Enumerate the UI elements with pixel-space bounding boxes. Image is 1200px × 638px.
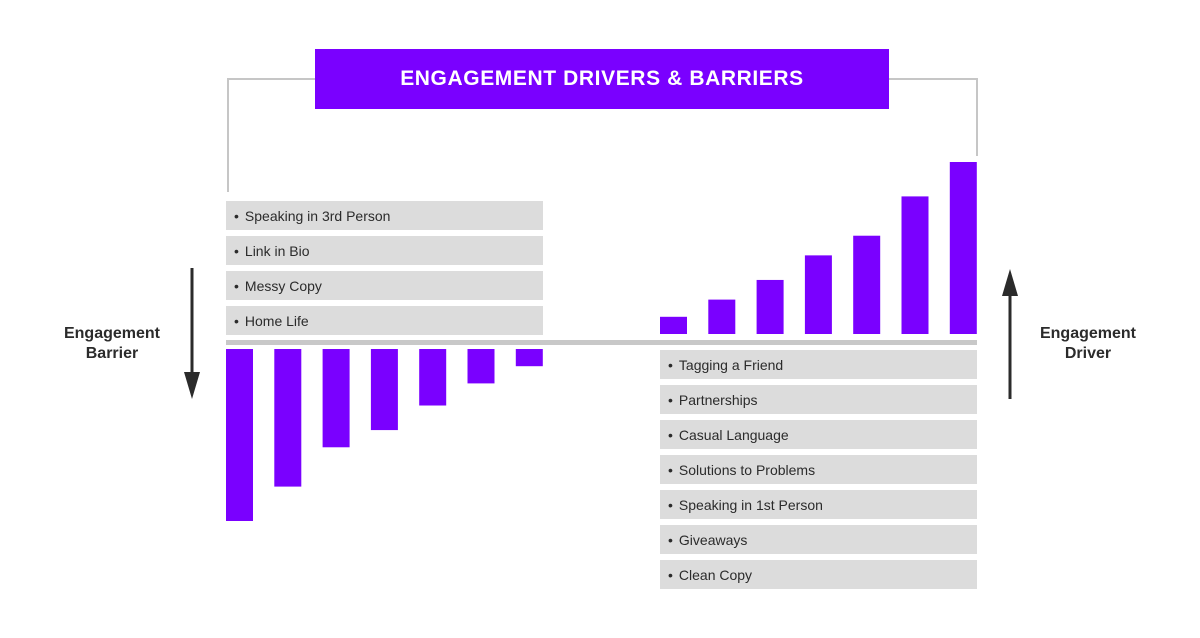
driver-label: Giveaways	[678, 531, 748, 548]
barrier-item: • Link in Bio	[226, 236, 543, 265]
driver-bar	[853, 235, 881, 334]
driver-item: • Giveaways	[660, 525, 977, 554]
driver-bar	[756, 279, 784, 334]
bullet-icon: •	[668, 566, 673, 583]
driver-bar	[901, 196, 929, 334]
barrier-item: • Home Life	[226, 306, 543, 335]
engagement-barrier-label: Engagement Barrier	[63, 325, 160, 362]
driver-label: Clean Copy	[678, 566, 753, 583]
zero-axis-line	[226, 340, 977, 345]
driver-bar	[708, 299, 736, 334]
chart-title: ENGAGEMENT DRIVERS & BARRIERS	[315, 49, 889, 109]
driver-label: Partnerships	[678, 391, 758, 408]
driver-item: • Tagging a Friend	[660, 350, 977, 379]
barrier-bar	[226, 349, 253, 521]
driver-bar	[660, 316, 687, 334]
driver-label: Casual Language	[678, 426, 789, 443]
left-bracket-line	[227, 78, 317, 192]
barrier-label: Messy Copy	[244, 277, 322, 294]
barrier-bars	[226, 349, 543, 521]
bullet-icon: •	[668, 496, 673, 513]
barrier-label: Home Life	[244, 312, 309, 329]
bullet-icon: •	[668, 461, 673, 478]
bullet-icon: •	[234, 207, 239, 224]
bullet-icon: •	[668, 356, 673, 373]
bullet-icon: •	[668, 531, 673, 548]
bullet-icon: •	[234, 277, 239, 294]
bullet-icon: •	[234, 312, 239, 329]
down-arrow-icon	[184, 268, 200, 399]
driver-item: • Clean Copy	[660, 560, 977, 589]
driver-bar	[949, 162, 977, 334]
bullet-icon: •	[668, 391, 673, 408]
driver-label: Tagging a Friend	[678, 356, 784, 373]
barrier-bar	[274, 349, 302, 487]
barrier-bar	[322, 349, 350, 448]
engagement-driver-label: Engagement Driver	[1039, 325, 1136, 362]
up-arrow-icon	[1002, 269, 1018, 399]
barrier-bar	[370, 349, 398, 431]
barrier-bar	[419, 349, 447, 406]
driver-item: • Solutions to Problems	[660, 455, 977, 484]
barrier-label: Link in Bio	[244, 242, 310, 259]
bullet-icon: •	[234, 242, 239, 259]
barrier-item: • Messy Copy	[226, 271, 543, 300]
barrier-item: • Speaking in 3rd Person	[226, 201, 543, 230]
right-bracket-line	[889, 78, 978, 156]
bullet-icon: •	[668, 426, 673, 443]
barrier-bar	[515, 349, 543, 367]
driver-label: Speaking in 1st Person	[678, 496, 823, 513]
driver-label: Solutions to Problems	[678, 461, 816, 478]
driver-bar	[804, 255, 832, 334]
barrier-label: Speaking in 3rd Person	[244, 207, 391, 224]
driver-bars	[660, 162, 977, 334]
driver-item: • Casual Language	[660, 420, 977, 449]
driver-item: • Speaking in 1st Person	[660, 490, 977, 519]
driver-item: • Partnerships	[660, 385, 977, 414]
barrier-bar	[467, 349, 495, 384]
